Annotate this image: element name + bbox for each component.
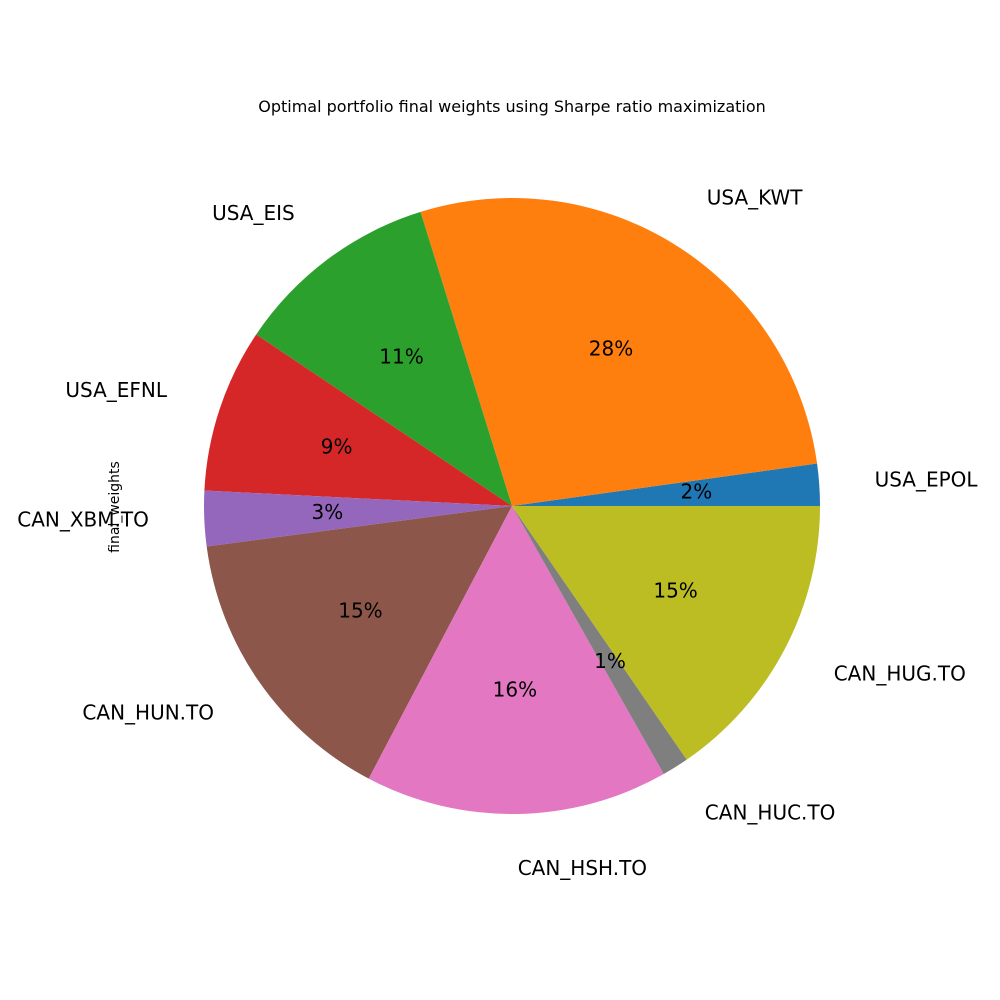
slice-label: CAN_HUN.TO xyxy=(82,701,214,725)
slice-label: USA_EPOL xyxy=(875,467,979,491)
pie-slice-usa-eis xyxy=(256,211,512,506)
slice-label: CAN_XBM.TO xyxy=(17,507,149,531)
slice-percent-label: 15% xyxy=(338,598,382,622)
pie-slice-can-hsh-to xyxy=(368,506,664,815)
slice-percent-label: 3% xyxy=(311,500,343,524)
y-axis-label: final_weights xyxy=(107,461,123,553)
chart-title: Optimal portfolio final weights using Sh… xyxy=(258,97,766,116)
pie-labels: USA_EPOL 2% USA_KWT 28% USA_EIS 11% USA_EFNL 9%… xyxy=(17,186,978,880)
pie-slice-usa-kwt xyxy=(420,198,818,506)
pie-slice-usa-epol xyxy=(512,463,820,506)
pie-slice-can-huc-to xyxy=(512,506,687,775)
slice-percent-label: 11% xyxy=(379,344,423,368)
pie-slice-can-hug-to xyxy=(512,506,820,760)
slice-percent-label: 16% xyxy=(493,677,537,701)
slice-label: USA_EFNL xyxy=(65,378,167,402)
slice-percent-label: 15% xyxy=(653,578,697,602)
pie-slice-usa-efnl xyxy=(204,334,512,506)
slice-label: CAN_HUG.TO xyxy=(834,662,966,686)
slice-label: USA_EIS xyxy=(212,201,295,225)
pie-slices xyxy=(204,198,820,815)
pie-slice-can-xbm-to xyxy=(204,490,512,547)
slice-label: CAN_HSH.TO xyxy=(518,856,647,880)
slice-label: USA_KWT xyxy=(707,186,804,210)
slice-percent-label: 9% xyxy=(321,434,353,458)
slice-percent-label: 2% xyxy=(680,480,712,504)
pie-slice-can-hun-to xyxy=(206,506,512,779)
slice-label: CAN_HUC.TO xyxy=(705,801,836,825)
slice-percent-label: 1% xyxy=(594,649,626,673)
slice-percent-label: 28% xyxy=(589,336,633,360)
